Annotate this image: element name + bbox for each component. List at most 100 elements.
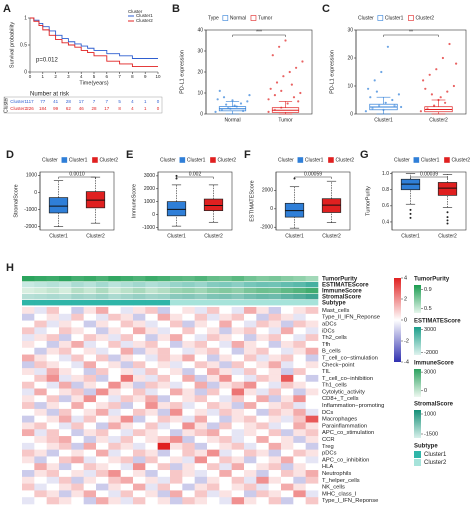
heat-cell [182,476,195,484]
heat-cell [305,361,319,369]
legend-label: Cluster1 [421,157,440,163]
heat-cell [22,307,35,315]
heat-cell [305,381,319,389]
y-tick-label: 30 [347,27,353,33]
heat-cell [256,408,269,416]
annotation-cell [170,276,183,282]
heat-cell [34,354,47,362]
heat-cell [170,334,183,342]
heat-cell [219,408,232,416]
heat-cell [157,490,171,498]
annotation-cell [108,276,121,282]
heat-cell [133,368,146,376]
heat-cell [170,429,183,437]
heat-cell [194,354,208,362]
heat-cell [244,497,257,505]
heat-cell [34,429,47,437]
heat-cell [244,354,257,362]
legend-label: Cluster1 [424,452,447,458]
heat-cell [219,374,232,383]
panel-letter: A [3,3,11,15]
annotation-cell [133,294,146,300]
data-point [367,87,370,90]
row-label: T_helper_cells [322,478,360,484]
data-point [433,104,436,107]
heat-cell [59,381,72,389]
heat-cell [120,463,134,471]
heat-cell [157,476,171,484]
data-point [441,56,444,60]
heat-cell [219,307,232,315]
heat-cell [244,402,257,410]
heat-cell [120,415,134,423]
significance-bracket [410,176,448,179]
annotation-cell [244,276,257,282]
heat-cell [182,497,195,505]
heat-cell [207,463,220,471]
heat-cell [170,347,183,355]
heat-cell [207,490,220,498]
annotation-cell [96,294,109,300]
heat-cell [305,476,319,484]
heat-cell [170,490,183,498]
heat-cell [59,374,72,383]
heat-cell [96,442,109,450]
heat-cell [108,327,121,335]
heat-cell [170,320,183,328]
heat-cell [108,408,121,416]
heat-cell [207,340,220,349]
annotation-cell [83,294,97,300]
data-point [248,94,251,97]
plot-frame [355,29,467,115]
risk-count: 1 [144,99,147,104]
heat-cell [293,374,306,383]
heat-cell [231,449,245,457]
heat-cell [305,408,319,416]
heat-cell [46,340,60,349]
risk-count: 99 [53,106,59,111]
heat-cell [46,334,60,342]
outlier [446,222,449,225]
heat-cell [268,381,282,389]
y-tick-label: 3000 [144,173,155,179]
annotation-cell [244,294,257,300]
annotation-cell [170,288,183,294]
row-label: Tfh [322,342,330,348]
annotation-cell [194,288,208,294]
data-point [422,79,425,82]
heat-cell [231,313,245,321]
significance-bracket [58,176,96,179]
heat-cell [22,381,35,389]
heat-cell [207,402,220,410]
data-point [435,68,438,71]
heat-cell [133,490,146,498]
heat-cell [34,436,47,444]
legend-bar [414,327,421,355]
heat-cell [145,470,158,478]
annotation-cell [157,276,171,282]
annotation-cell [207,282,220,288]
heat-cell [157,463,171,471]
heat-cell [108,313,121,321]
heat-cell [59,327,72,335]
heat-cell [120,476,134,484]
heat-cell [46,490,60,498]
heat-cell [305,436,319,444]
heat-cell [231,368,245,376]
annotation-cell [34,282,47,288]
data-point [267,110,270,113]
outlier [446,211,449,214]
heat-cell [145,429,158,437]
x-tick-label: 1 [42,74,45,79]
heat-cell [157,429,171,437]
heat-cell [281,395,294,403]
heat-cell [157,327,171,335]
heat-cell [83,415,97,423]
y-tick-label: 2000 [262,188,273,194]
heat-cell [207,408,220,416]
heat-cell [207,307,220,315]
legend-title: Cluster [358,15,374,21]
heat-cell [34,470,47,478]
heat-cell [194,327,208,335]
legend-tick-label: 0.5 [424,306,432,312]
